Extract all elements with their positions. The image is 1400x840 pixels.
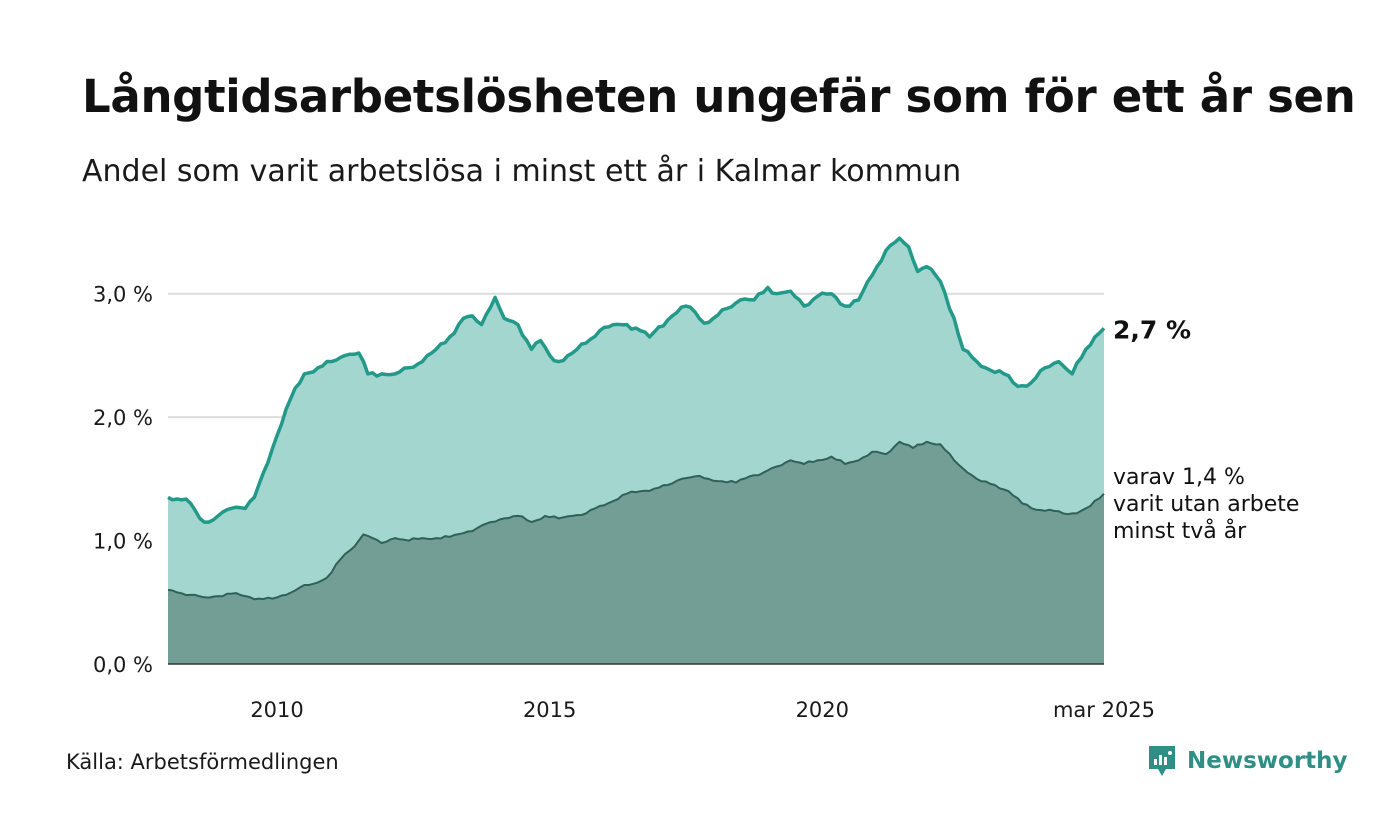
sub-area — [168, 441, 1104, 664]
x-tick-label: 2020 — [796, 698, 849, 722]
axes: 0,0 % 1,0 % 2,0 % 3,0 % 2010 2015 2020 mar 2025 — [93, 283, 1155, 722]
total-end-label: 2,7 % — [1113, 315, 1191, 344]
sub-end-label-line: minst två år — [1113, 518, 1247, 544]
x-tick-label: 2015 — [523, 698, 576, 722]
y-tick-label: 3,0 % — [93, 283, 153, 307]
sub-end-label-line: varit utan arbete — [1113, 492, 1299, 517]
x-tick-label: mar 2025 — [1053, 698, 1155, 722]
total-line — [167, 236, 1106, 524]
chart-areas — [167, 236, 1106, 664]
y-tick-label: 1,0 % — [93, 530, 153, 554]
sub-end-label-line: varav 1,4 % — [1113, 465, 1245, 490]
brand-logo: Newsworthy — [1147, 744, 1348, 778]
x-tick-label: 2010 — [250, 698, 303, 722]
newsworthy-logo-icon — [1149, 746, 1175, 776]
brand-name: Newsworthy — [1187, 748, 1348, 774]
chart-subtitle: Andel som varit arbetslösa i minst ett å… — [82, 154, 962, 189]
y-tick-label: 0,0 % — [93, 653, 153, 677]
sub-end-label: varav 1,4 % varit utan arbete minst två år — [1113, 465, 1299, 544]
y-tick-label: 2,0 % — [93, 406, 153, 430]
sub-line — [167, 440, 1105, 601]
end-labels: 2,7 % varav 1,4 % varit utan arbete minst t… — [1113, 315, 1299, 544]
source-note: Källa: Arbetsförmedlingen — [66, 750, 339, 774]
chart-title: Långtidsarbetslösheten ungefär som för e… — [82, 70, 1356, 123]
